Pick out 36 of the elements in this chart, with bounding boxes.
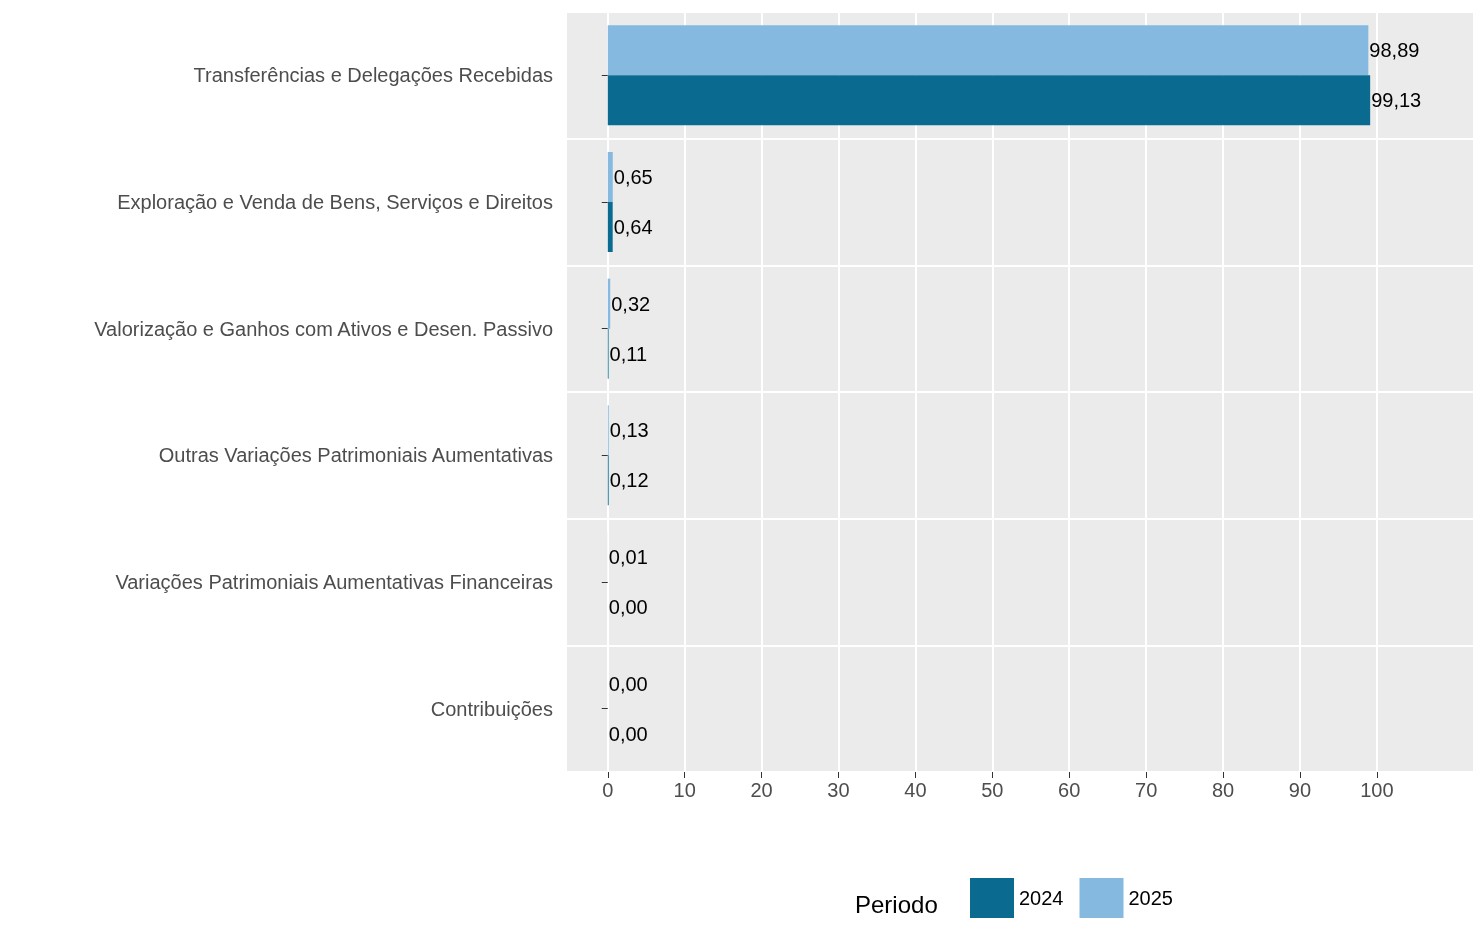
y-tick-label: Contribuições [430,697,553,720]
x-tick-label: 100 [1360,779,1394,801]
legend-label: 2025 [1128,887,1173,909]
x-tick-label: 20 [750,779,773,801]
data-label: 0,12 [609,469,649,492]
legend-title: Periodo [855,890,938,918]
x-tick-label: 0 [602,779,614,801]
x-tick-label: 50 [981,779,1004,801]
y-tick-label: Variações Patrimoniais Aumentativas Financeiras [115,571,553,593]
data-label: 0,64 [613,216,653,238]
data-label: 0,00 [608,672,648,695]
legend-label: 2024 [1019,887,1064,909]
x-tick-label: 90 [1288,779,1312,801]
y-tick-label: Exploração e Venda de Bens, Serviços e Direitos [117,191,553,213]
y-tick-label: Transferências e Delegações Recebidas [193,64,553,87]
x-tick-label: 60 [1058,779,1081,801]
bar [607,75,1371,126]
data-label: 99,13 [1371,89,1422,112]
bar [607,202,613,252]
data-label: 0,11 [609,342,648,365]
data-label: 0,65 [613,166,653,188]
x-tick-label: 40 [904,779,927,801]
data-label: 0,32 [611,292,651,315]
bar [607,152,613,202]
y-tick-label: Valorização e Ganhos com Ativos e Desen. Passivo [94,317,553,340]
y-tick-label: Outras Variações Patrimoniais Aumentativas [158,444,553,467]
x-tick-label: 80 [1211,779,1235,801]
data-label: 0,00 [608,596,648,618]
bar [607,25,1369,76]
data-label: 0,00 [608,722,648,745]
x-tick-label: 30 [827,779,850,801]
x-tick-label: 70 [1135,779,1158,801]
data-label: 98,89 [1369,39,1420,62]
x-tick-label: 10 [673,779,696,801]
data-label: 0,01 [608,546,648,568]
data-label: 0,13 [609,419,649,442]
